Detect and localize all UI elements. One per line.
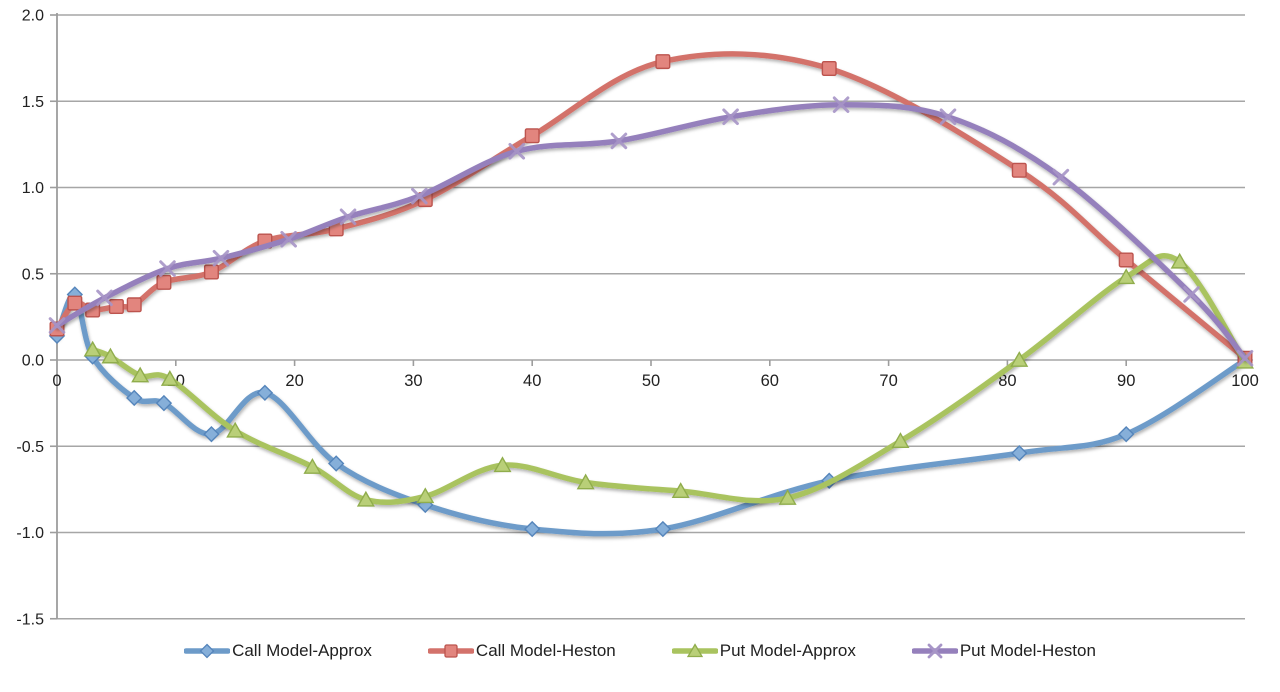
diamond-marker-icon — [184, 642, 231, 660]
triangle-marker-icon — [778, 489, 797, 505]
x-axis-label: 90 — [1117, 372, 1135, 390]
triangle-marker-icon — [671, 642, 718, 660]
series-call-model-heston — [49, 51, 1253, 366]
legend-item-call-model-approx: Call Model-Approx — [184, 641, 372, 661]
diamond-marker-icon — [203, 425, 220, 443]
triangle-marker-icon — [671, 482, 690, 498]
square-marker-icon — [108, 299, 124, 315]
diamond-marker-icon — [1118, 425, 1135, 443]
x-axis-label: 100 — [1231, 372, 1259, 390]
triangle-marker-icon — [160, 370, 179, 386]
square-marker-icon — [524, 128, 540, 144]
y-axis-label: 0.0 — [22, 353, 44, 370]
square-marker-icon — [1011, 162, 1027, 178]
legend-label: Put Model-Heston — [959, 641, 1096, 660]
y-axis-label: -0.5 — [16, 439, 44, 456]
diamond-marker-icon — [327, 455, 345, 472]
x-marker-icon — [832, 96, 850, 113]
triangle-marker-icon — [493, 456, 512, 473]
x-marker-icon — [48, 317, 66, 334]
legend-label: Call Model-Heston — [475, 641, 616, 660]
x-marker-icon — [1183, 286, 1200, 303]
x-marker-icon — [96, 289, 113, 307]
triangle-marker-icon — [303, 458, 322, 474]
triangle-marker-icon — [891, 432, 910, 448]
series-put-model-heston — [48, 96, 1254, 367]
y-axis-label: 2.0 — [22, 8, 44, 25]
x-axis-label: 20 — [285, 372, 303, 390]
legend-item-call-model-heston: Call Model-Heston — [427, 641, 616, 661]
legend-item-put-model-heston: Put Model-Heston — [911, 641, 1096, 661]
x-axis-label: 30 — [404, 372, 422, 390]
x-marker-icon — [280, 230, 297, 248]
series-call-model-approx — [48, 286, 1254, 538]
diamond-marker-icon — [126, 389, 143, 407]
x-marker-icon — [1052, 168, 1070, 186]
triangle-marker-icon — [1117, 268, 1136, 285]
x-axis-label: 0 — [52, 372, 61, 390]
triangle-marker-icon — [416, 487, 435, 504]
triangle-marker-icon — [101, 347, 120, 364]
series-line-put-model-approx — [89, 253, 1248, 506]
gridlines: 2.0 1.5 1.0 0.5 0.0 -0.5 -1.0 -1.5 — [16, 8, 1245, 628]
diamond-marker-icon — [1011, 444, 1028, 462]
square-marker-icon — [655, 54, 671, 70]
triangle-marker-icon — [131, 366, 150, 383]
series-put-model-approx — [83, 252, 1255, 507]
y-axis-label: 0.5 — [22, 266, 44, 283]
legend-label: Call Model-Approx — [232, 641, 372, 660]
x-marker-icon — [1236, 349, 1254, 367]
x-marker-icon — [722, 108, 739, 126]
diamond-marker-icon — [654, 520, 672, 538]
x-marker-icon — [508, 142, 526, 160]
x-axis: 0102030405060708090100 — [52, 360, 1259, 390]
x-marker-icon — [939, 108, 957, 126]
y-axis-label: 1.5 — [22, 94, 44, 111]
y-axis-label: -1.0 — [16, 525, 44, 542]
triangle-marker-icon — [1170, 252, 1189, 269]
legend: Call Model-Approx Call Model-Heston Put … — [0, 641, 1280, 661]
series-line-call-model-approx — [54, 291, 1248, 537]
x-marker-icon — [212, 249, 230, 267]
square-marker-icon — [427, 642, 474, 660]
diamond-marker-icon — [524, 520, 541, 538]
x-axis-label: 60 — [761, 372, 779, 390]
x-marker-icon — [339, 208, 357, 226]
x-axis-label: 70 — [879, 372, 897, 390]
series-line-call-model-heston — [54, 51, 1248, 362]
x-axis-label: 80 — [998, 372, 1016, 390]
legend-item-put-model-approx: Put Model-Approx — [671, 641, 856, 661]
x-axis-label: 40 — [523, 372, 541, 390]
diamond-marker-icon — [256, 384, 274, 401]
y-axis-label: -1.5 — [16, 611, 44, 628]
triangle-marker-icon — [1010, 351, 1029, 367]
triangle-marker-icon — [83, 340, 102, 357]
x-marker-icon — [159, 260, 176, 277]
square-marker-icon — [203, 264, 219, 280]
triangle-marker-icon — [226, 421, 245, 438]
square-marker-icon — [1118, 252, 1134, 268]
x-axis-label: 50 — [642, 372, 660, 390]
square-marker-icon — [126, 297, 142, 313]
legend-label: Put Model-Approx — [719, 641, 856, 660]
square-marker-icon — [156, 274, 172, 290]
x-marker-icon — [610, 132, 628, 150]
diamond-marker-icon — [155, 394, 173, 412]
triangle-marker-icon — [576, 473, 595, 490]
square-marker-icon — [821, 60, 837, 76]
square-marker-icon — [67, 295, 83, 311]
y-axis-label: 1.0 — [22, 180, 44, 197]
x-marker-icon — [411, 187, 428, 205]
triangle-marker-icon — [356, 490, 375, 507]
x-marker-icon — [911, 642, 958, 660]
